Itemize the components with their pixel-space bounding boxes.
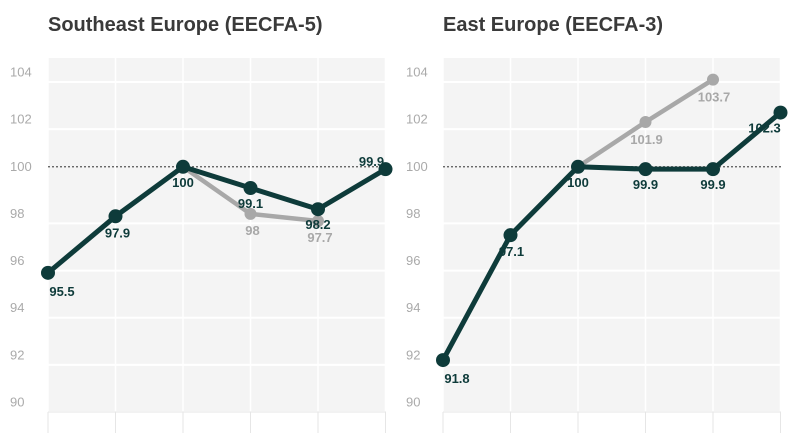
data-point	[378, 162, 393, 177]
y-tick-label: 94	[406, 300, 420, 315]
y-tick-label: 92	[10, 347, 24, 362]
plot-background	[443, 58, 781, 412]
series-line	[440, 110, 783, 363]
plot-background	[48, 58, 386, 412]
data-point	[773, 105, 788, 120]
y-tick-label: 98	[406, 206, 420, 221]
y-tick-label: 100	[10, 159, 32, 174]
data-point	[706, 162, 720, 177]
data-point	[707, 73, 719, 86]
data-label: 97.9	[105, 225, 130, 240]
data-label: 102.3	[748, 121, 781, 136]
data-point	[312, 215, 324, 227]
data-point	[503, 228, 518, 243]
data-label: 97.7	[307, 230, 332, 245]
y-tick-label: 90	[10, 395, 24, 410]
data-label: 98	[245, 223, 259, 238]
y-tick-label: 98	[10, 206, 24, 221]
y-tick-label: 94	[10, 300, 24, 315]
data-label: 99.1	[238, 196, 263, 211]
data-label: 100	[172, 175, 194, 190]
y-tick-label: 104	[10, 65, 32, 80]
data-label: 98.2	[305, 217, 330, 232]
data-label: 100	[567, 175, 589, 190]
y-tick-label: 90	[406, 395, 420, 410]
data-label: 99.9	[633, 177, 658, 192]
panel-title: East Europe (EECFA-3)	[443, 14, 663, 36]
y-tick-label: 100	[406, 159, 428, 174]
data-label: 95.5	[49, 284, 74, 299]
y-tick-label: 102	[406, 112, 428, 127]
data-label: 99.9	[359, 154, 384, 169]
data-label: 97.1	[499, 244, 524, 259]
data-label: 101.9	[630, 132, 663, 147]
data-label: 99.9	[700, 177, 725, 192]
y-tick-label: 104	[406, 65, 428, 80]
data-point	[436, 353, 450, 368]
data-point	[41, 265, 55, 280]
y-tick-label: 96	[406, 253, 420, 268]
y-tick-label: 92	[406, 347, 420, 362]
data-point	[243, 181, 258, 195]
data-point	[176, 159, 190, 174]
series-line	[45, 164, 388, 276]
data-point	[571, 159, 585, 174]
panel-east-europe: 90 92 94 96 98 100 102 104 101.9 103.7 91.8 97.1 100…	[406, 14, 788, 433]
data-label: 103.7	[698, 90, 731, 105]
data-point	[639, 116, 652, 128]
data-point	[244, 207, 257, 220]
data-point	[108, 209, 123, 224]
panel-southeast-europe: 90 92 94 96 98 100 102 104 98 97.7 95.5 97.9 100 99.1…	[10, 14, 393, 433]
data-point	[311, 202, 325, 217]
data-point	[638, 162, 653, 177]
panel-title: Southeast Europe (EECFA-5)	[48, 14, 322, 36]
y-tick-label: 102	[10, 112, 32, 127]
data-label: 91.8	[444, 371, 469, 386]
y-tick-label: 96	[10, 253, 24, 268]
